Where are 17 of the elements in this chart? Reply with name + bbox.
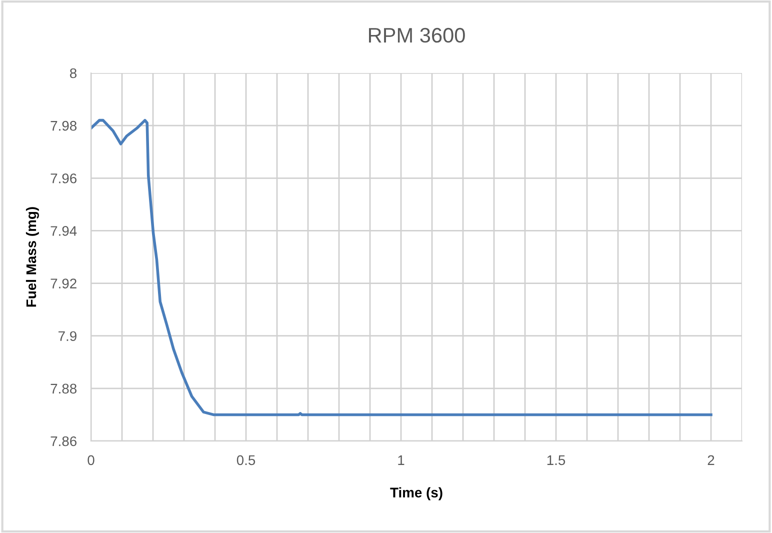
x-tick-label: 1.5 <box>547 455 566 466</box>
y-tick-label: 7.98 <box>50 120 77 131</box>
x-tick-label: 1 <box>398 455 404 465</box>
y-tick-label: 7.9 <box>58 331 76 342</box>
x-tick-label: 0 <box>88 455 94 466</box>
x-tick-label: 2 <box>708 455 714 465</box>
x-tick-label: 0.5 <box>236 455 256 466</box>
y-tick-label: 7.86 <box>50 436 77 446</box>
y-tick-label: 7.94 <box>50 226 77 236</box>
y-tick-label: 7.88 <box>50 384 77 394</box>
x-axis-title: Time (s) <box>390 487 442 500</box>
y-tick-label: 8 <box>70 68 77 78</box>
y-tick-label: 7.92 <box>50 278 76 288</box>
chart-title: RPM 3600 <box>368 28 465 43</box>
line-series <box>91 118 712 416</box>
y-tick-label: 7.96 <box>50 173 77 184</box>
y-axis-title: Fuel Mass (mg) <box>26 207 39 307</box>
